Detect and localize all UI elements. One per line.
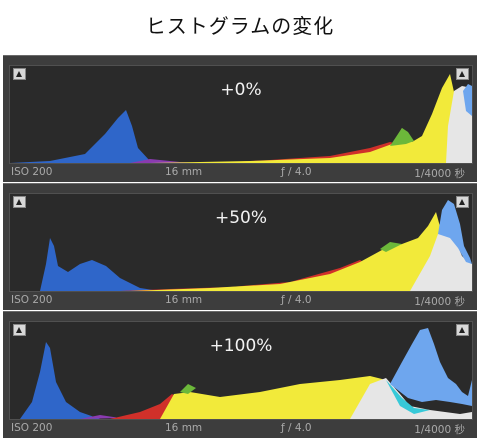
focal-length-value: 16 mm <box>165 294 203 306</box>
histogram-graph <box>40 200 472 291</box>
histogram-highlight-tone <box>410 224 472 291</box>
aperture-value: ƒ / 4.0 <box>281 294 312 306</box>
histogram-yellow-tone <box>150 74 460 163</box>
histogram-graph <box>10 74 472 163</box>
histogram-graph <box>20 328 472 419</box>
histogram-area: +0% <box>9 65 473 164</box>
exif-bar: ISO 200 16 mm ƒ / 4.0 1/4000 秒 <box>3 292 477 308</box>
shadow-clipping-toggle-icon[interactable] <box>13 68 26 80</box>
exif-bar: ISO 200 16 mm ƒ / 4.0 1/4000 秒 <box>3 420 477 436</box>
highlight-clipping-toggle-icon[interactable] <box>456 324 469 336</box>
histogram-highlight-tone <box>350 378 472 419</box>
histogram-shadow-tone <box>20 342 100 419</box>
exposure-percent-label: +0% <box>220 80 262 100</box>
iso-value: ISO 200 <box>11 166 53 178</box>
shadow-clipping-toggle-icon[interactable] <box>13 196 26 208</box>
histogram-blue-highlight <box>390 328 472 406</box>
histogram-yellow-tone <box>130 212 446 291</box>
histogram-panel-2: +100% ISO 200 16 mm ƒ / 4.0 1/4000 秒 <box>3 311 477 438</box>
histogram-blue-highlight <box>438 200 472 264</box>
shutter-speed-value: 1/4000 秒 <box>414 168 465 180</box>
shutter-speed-value: 1/4000 秒 <box>414 296 465 308</box>
shadow-clipping-toggle-icon[interactable] <box>13 324 26 336</box>
shutter-speed-value: 1/4000 秒 <box>414 424 465 436</box>
histogram-green-tone <box>380 242 402 252</box>
histogram-purple-tone <box>80 415 120 419</box>
highlight-clipping-toggle-icon[interactable] <box>456 68 469 80</box>
focal-length-value: 16 mm <box>165 166 203 178</box>
histogram-green-tone <box>390 128 414 146</box>
histogram-green-tone <box>180 384 196 394</box>
histogram-cyan-tone <box>386 380 430 414</box>
histogram-panel-1: +50% ISO 200 16 mm ƒ / 4.0 1/4000 秒 <box>3 183 477 310</box>
histogram-blue-highlight <box>463 84 472 116</box>
exposure-percent-label: +100% <box>209 336 273 356</box>
histogram-yellow-tone <box>160 376 386 419</box>
focal-length-value: 16 mm <box>165 422 203 434</box>
highlight-clipping-toggle-icon[interactable] <box>456 196 469 208</box>
iso-value: ISO 200 <box>11 294 53 306</box>
histogram-shadow-tone <box>40 238 160 291</box>
histogram-shadow-tone <box>10 110 190 163</box>
histogram-purple-tone <box>130 159 210 163</box>
aperture-value: ƒ / 4.0 <box>281 166 312 178</box>
histogram-area: +100% <box>9 321 473 420</box>
histogram-area: +50% <box>9 193 473 292</box>
page-title: ヒストグラムの変化 <box>145 14 335 38</box>
exposure-percent-label: +50% <box>214 208 268 228</box>
iso-value: ISO 200 <box>11 422 53 434</box>
exif-bar: ISO 200 16 mm ƒ / 4.0 1/4000 秒 <box>3 164 477 180</box>
aperture-value: ƒ / 4.0 <box>281 422 312 434</box>
histogram-panel-0: +0% ISO 200 16 mm ƒ / 4.0 1/4000 秒 <box>3 55 477 182</box>
